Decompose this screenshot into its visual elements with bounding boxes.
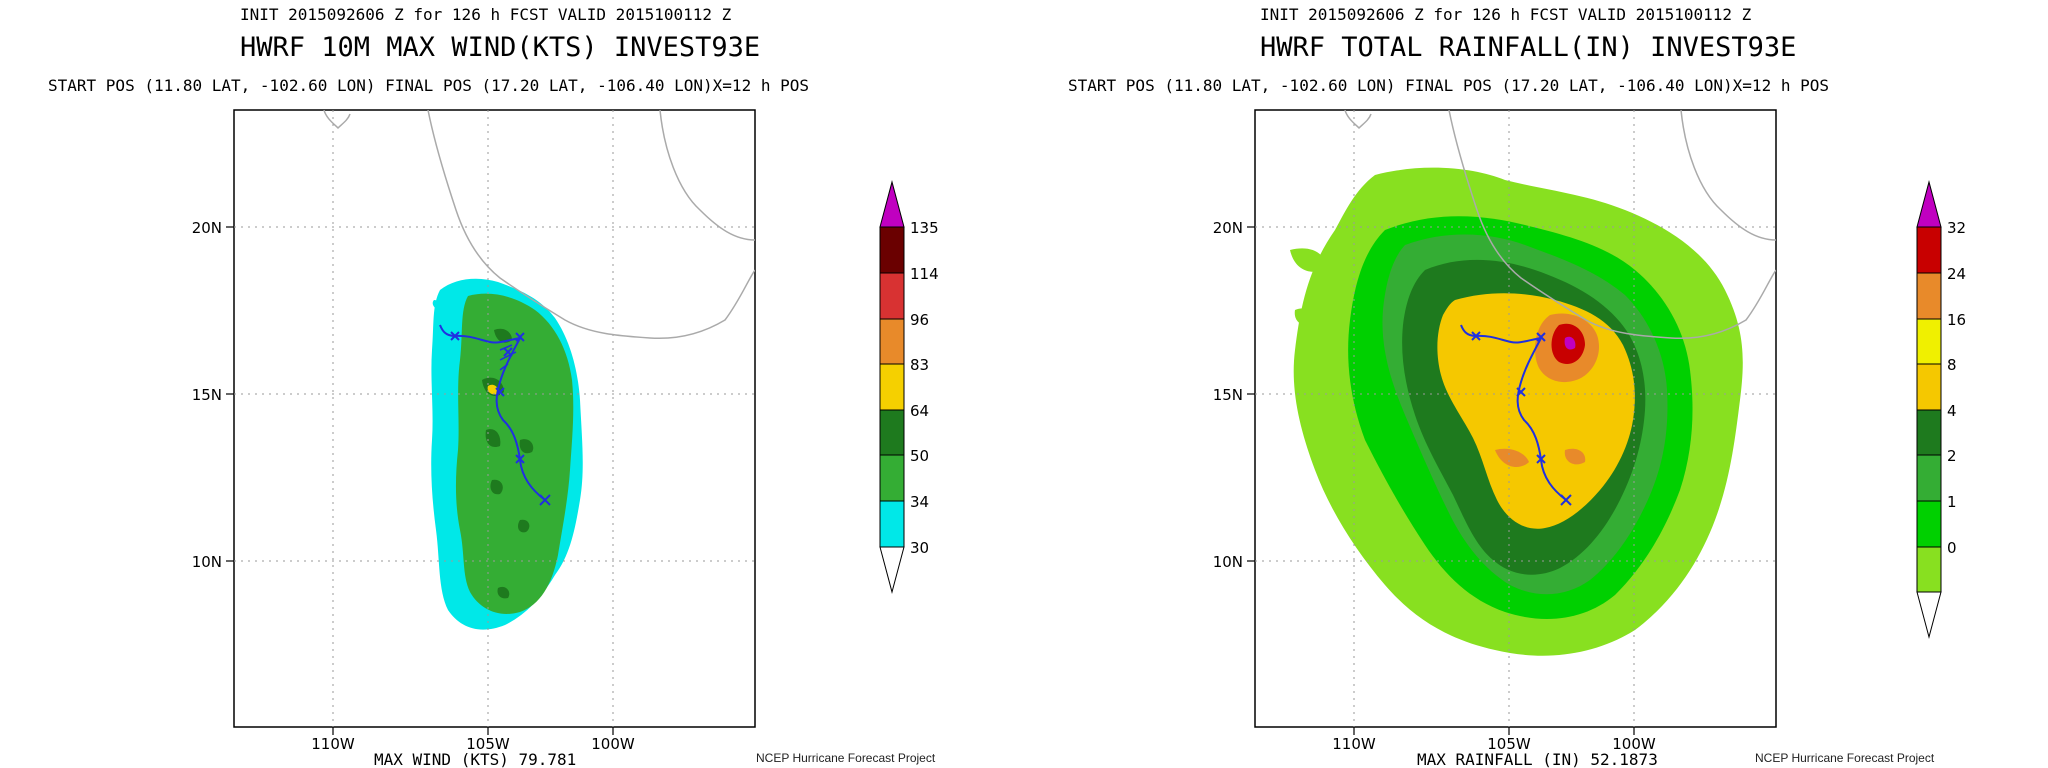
wind-colorbar-label: 50 xyxy=(910,447,929,465)
rain-colorbar-seg-4-8 xyxy=(1916,363,1942,411)
rain-credit: NCEP Hurricane Forecast Project xyxy=(1755,751,1935,765)
wind-colorbar-label: 96 xyxy=(910,311,929,329)
wind-colorbar-seg-30-34 xyxy=(879,500,905,548)
rain-lon-label-110w: 110W xyxy=(1332,735,1376,753)
wind-coastline xyxy=(323,110,755,340)
rain-init-line: INIT 2015092606 Z for 126 h FCST VALID 2… xyxy=(1260,5,1752,24)
wind-colorbar-label: 30 xyxy=(910,539,929,557)
rain-colorbar-seg-1-2 xyxy=(1916,454,1942,502)
rain-coastline xyxy=(1344,110,1776,340)
rain-pos-line: START POS (11.80 LAT, -102.60 LON) FINAL… xyxy=(1068,76,1829,95)
rain-colorbar-seg-2-4 xyxy=(1916,409,1942,456)
rain-max-value: MAX RAINFALL (IN) 52.1873 xyxy=(1417,750,1658,768)
rain-colorbar-over-triangle xyxy=(1916,180,1942,228)
rain-title: HWRF TOTAL RAINFALL(IN) INVEST93E xyxy=(1260,32,1796,63)
rain-colorbar-seg-16-24 xyxy=(1916,272,1942,320)
rain-field xyxy=(1290,167,1743,656)
rain-colorbar-under-triangle xyxy=(1916,591,1942,639)
rain-colorbar-seg-below-0 xyxy=(1916,546,1942,593)
wind-pos-line: START POS (11.80 LAT, -102.60 LON) FINAL… xyxy=(48,76,809,95)
wind-field-83kt xyxy=(487,384,499,395)
wind-field xyxy=(431,278,583,630)
wind-figure: INIT 2015092606 Z for 126 h FCST VALID 2… xyxy=(48,5,939,768)
rain-colorbar-label: 4 xyxy=(1947,402,1957,420)
wind-colorbar-label: 34 xyxy=(910,493,929,511)
wind-field-64kt xyxy=(482,328,534,599)
rain-colorbar-label: 0 xyxy=(1947,539,1957,557)
wind-lon-label-110w: 110W xyxy=(311,735,355,753)
wind-lat-label-10n: 10N xyxy=(192,553,222,571)
wind-colorbar: 135 114 96 83 64 50 34 30 xyxy=(879,180,939,594)
wind-field-50kt xyxy=(455,293,574,614)
wind-graticule xyxy=(234,110,755,727)
wind-colorbar-label: 135 xyxy=(910,219,939,237)
wind-colorbar-label: 83 xyxy=(910,356,929,374)
rain-colorbar-label: 1 xyxy=(1947,493,1957,511)
wind-colorbar-over-triangle xyxy=(879,180,905,228)
wind-lat-label-20n: 20N xyxy=(192,219,222,237)
wind-colorbar-seg-64-83 xyxy=(879,363,905,411)
wind-map: 20N 15N 10N 110W 105W 100W xyxy=(192,109,756,753)
rain-colorbar-label: 8 xyxy=(1947,356,1957,374)
rain-colorbar-seg-24-32 xyxy=(1916,226,1942,274)
rain-panel: INIT 2015092606 Z for 126 h FCST VALID 2… xyxy=(1045,0,2048,768)
wind-panel: INIT 2015092606 Z for 126 h FCST VALID 2… xyxy=(48,5,939,768)
rain-lat-label-10n: 10N xyxy=(1213,553,1243,571)
rain-colorbar-seg-0-1 xyxy=(1916,500,1942,548)
wind-lon-label-105w: 105W xyxy=(466,735,510,753)
rain-lat-label-15n: 15N xyxy=(1213,386,1243,404)
rain-storm-track xyxy=(1460,324,1572,506)
rain-colorbar: 32 24 16 8 4 2 1 0 xyxy=(1916,180,1966,639)
rain-figure: INIT 2015092606 Z for 126 h FCST VALID 2… xyxy=(1068,5,1966,768)
wind-lat-label-15n: 15N xyxy=(192,386,222,404)
wind-max-value: MAX WIND (KTS) 79.781 xyxy=(374,750,576,768)
rain-colorbar-label: 16 xyxy=(1947,311,1966,329)
rain-lat-label-20n: 20N xyxy=(1213,219,1243,237)
rain-graticule xyxy=(1255,110,1776,727)
rain-colorbar-label: 24 xyxy=(1947,265,1966,283)
wind-credit: NCEP Hurricane Forecast Project xyxy=(756,751,936,765)
wind-colorbar-label: 64 xyxy=(910,402,929,420)
wind-colorbar-seg-96-114 xyxy=(879,272,905,320)
wind-init-line: INIT 2015092606 Z for 126 h FCST VALID 2… xyxy=(240,5,732,24)
rain-map: 20N 15N 10N 110W 105W 100W xyxy=(1213,109,1777,753)
rain-colorbar-seg-8-16 xyxy=(1916,318,1942,365)
wind-storm-track xyxy=(439,324,551,506)
rain-lon-label-100w: 100W xyxy=(1612,735,1656,753)
rain-colorbar-label: 2 xyxy=(1947,447,1957,465)
wind-title: HWRF 10M MAX WIND(KTS) INVEST93E xyxy=(240,32,760,63)
wind-colorbar-label: 114 xyxy=(910,265,939,283)
wind-colorbar-seg-34-50 xyxy=(879,454,905,502)
wind-colorbar-under-triangle xyxy=(879,546,905,594)
wind-colorbar-seg-50-64 xyxy=(879,409,905,456)
rain-colorbar-label: 32 xyxy=(1947,219,1966,237)
wind-colorbar-seg-83-96 xyxy=(879,318,905,365)
rain-lon-label-105w: 105W xyxy=(1487,735,1531,753)
wind-lon-label-100w: 100W xyxy=(591,735,635,753)
wind-colorbar-seg-114-135 xyxy=(879,226,905,274)
rain-field-over-32in xyxy=(1564,336,1576,350)
